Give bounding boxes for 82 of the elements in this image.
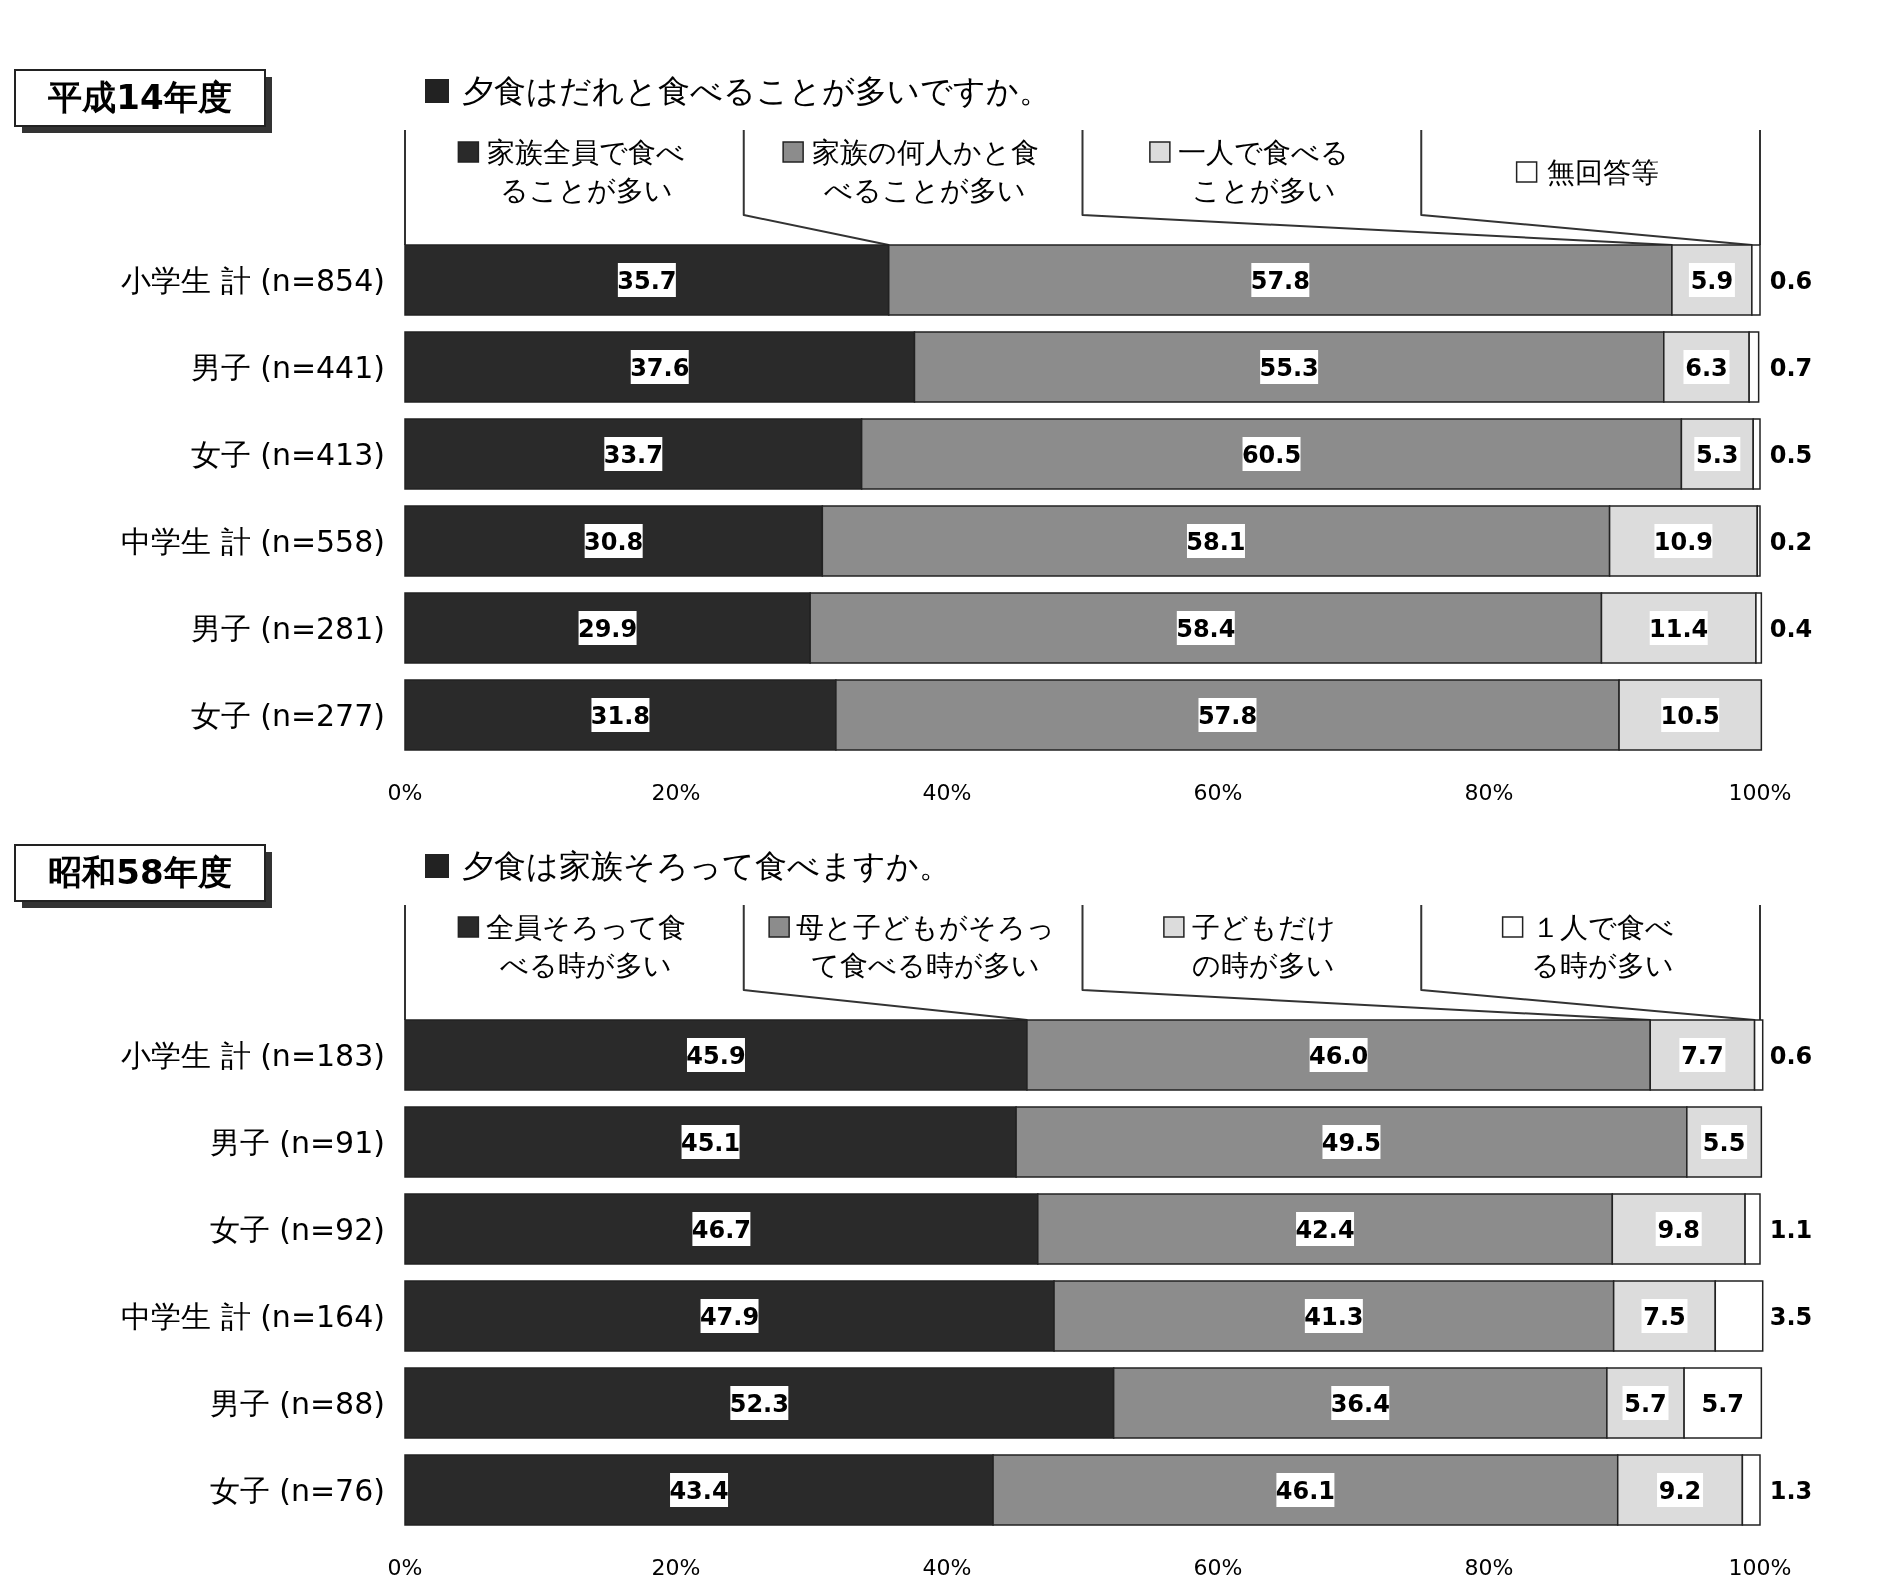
x-tick-label: 0% bbox=[387, 780, 423, 805]
legend-label: １人で食べる時が多い bbox=[1531, 911, 1675, 982]
y-tick-label: 女子 (n=92) bbox=[209, 1212, 385, 1247]
data-label: 0.6 bbox=[1769, 267, 1813, 295]
chart-subtitle: 夕食は家族そろって食べますか。 bbox=[462, 847, 951, 885]
y-tick-label: 男子 (n=281) bbox=[190, 611, 385, 646]
legend-label: 無回答等 bbox=[1546, 156, 1659, 189]
data-label: 55.3 bbox=[1259, 354, 1319, 382]
data-label: 0.2 bbox=[1769, 528, 1813, 556]
data-label: 60.5 bbox=[1241, 441, 1302, 469]
data-label: 5.3 bbox=[1696, 441, 1739, 469]
x-tick-label: 40% bbox=[922, 780, 972, 805]
chart-title: 昭和58年度 bbox=[48, 852, 232, 892]
data-label: 5.7 bbox=[1624, 1390, 1667, 1418]
data-label: 43.4 bbox=[669, 1477, 729, 1505]
x-tick-label: 60% bbox=[1193, 780, 1243, 805]
data-label: 41.3 bbox=[1304, 1303, 1364, 1331]
y-tick-label: 女子 (n=277) bbox=[190, 698, 385, 733]
y-tick-label: 男子 (n=88) bbox=[209, 1386, 385, 1421]
data-label: 45.1 bbox=[680, 1129, 741, 1157]
y-tick-label: 中学生 計 (n=164) bbox=[121, 1299, 385, 1334]
data-label: 9.2 bbox=[1658, 1477, 1702, 1505]
data-label: 0.5 bbox=[1769, 441, 1813, 469]
data-label: 46.1 bbox=[1275, 1477, 1336, 1505]
x-tick-label: 60% bbox=[1193, 1555, 1243, 1580]
data-label: 46.7 bbox=[691, 1216, 751, 1244]
legend-label: 家族全員で食べることが多い bbox=[487, 136, 686, 207]
data-label: 5.5 bbox=[1702, 1129, 1746, 1157]
data-label: 36.4 bbox=[1330, 1390, 1390, 1418]
data-label: 0.6 bbox=[1769, 1042, 1813, 1070]
y-tick-label: 小学生 計 (n=183) bbox=[121, 1038, 385, 1073]
y-tick-label: 小学生 計 (n=854) bbox=[121, 263, 385, 298]
data-label: 9.8 bbox=[1657, 1216, 1700, 1244]
data-label: 3.5 bbox=[1769, 1303, 1813, 1331]
data-label: 57.8 bbox=[1197, 702, 1258, 730]
x-tick-label: 80% bbox=[1464, 1555, 1514, 1580]
data-label: 11.4 bbox=[1649, 615, 1709, 643]
legend-label: 子どもだけの時が多い bbox=[1191, 911, 1336, 982]
x-tick-label: 20% bbox=[651, 1555, 701, 1580]
data-label: 35.7 bbox=[617, 267, 677, 295]
data-label: 6.3 bbox=[1685, 354, 1728, 382]
y-tick-label: 中学生 計 (n=558) bbox=[121, 524, 385, 559]
data-label: 5.9 bbox=[1690, 267, 1734, 295]
data-label: 0.7 bbox=[1769, 354, 1813, 382]
data-label: 58.4 bbox=[1176, 615, 1236, 643]
data-label: 52.3 bbox=[729, 1390, 789, 1418]
x-tick-label: 40% bbox=[922, 1555, 972, 1580]
data-label: 45.9 bbox=[686, 1042, 746, 1070]
data-label: 7.7 bbox=[1681, 1042, 1724, 1070]
data-label: 29.9 bbox=[577, 615, 638, 643]
data-label: 31.8 bbox=[590, 702, 651, 730]
data-label: 0.4 bbox=[1769, 615, 1813, 643]
x-tick-label: 100% bbox=[1728, 780, 1792, 805]
data-label: 47.9 bbox=[699, 1303, 760, 1331]
y-tick-label: 男子 (n=91) bbox=[209, 1125, 385, 1160]
data-label: 7.5 bbox=[1643, 1303, 1686, 1331]
y-tick-label: 女子 (n=76) bbox=[209, 1473, 385, 1508]
x-tick-label: 20% bbox=[651, 780, 701, 805]
x-tick-label: 100% bbox=[1728, 1555, 1792, 1580]
data-label: 33.7 bbox=[603, 441, 663, 469]
legend-label: 母と子どもがそろって食べる時が多い bbox=[795, 911, 1055, 982]
legend-label: 家族の何人かと食べることが多い bbox=[811, 136, 1039, 207]
chart-subtitle: 夕食はだれと食べることが多いですか。 bbox=[462, 72, 1051, 110]
y-tick-label: 女子 (n=413) bbox=[190, 437, 385, 472]
data-label: 37.6 bbox=[630, 354, 690, 382]
legend-label: 全員そろって食べる時が多い bbox=[486, 911, 687, 982]
data-label: 30.8 bbox=[584, 528, 644, 556]
data-label: 42.4 bbox=[1295, 1216, 1355, 1244]
data-label: 5.7 bbox=[1701, 1390, 1744, 1418]
y-tick-label: 男子 (n=441) bbox=[190, 350, 385, 385]
data-label: 46.0 bbox=[1308, 1042, 1369, 1070]
data-label: 10.9 bbox=[1653, 528, 1714, 556]
data-label: 58.1 bbox=[1186, 528, 1246, 556]
x-tick-label: 80% bbox=[1464, 780, 1514, 805]
data-label: 57.8 bbox=[1250, 267, 1310, 295]
x-tick-label: 0% bbox=[387, 1555, 423, 1580]
data-label: 49.5 bbox=[1321, 1129, 1382, 1157]
chart-title: 平成14年度 bbox=[47, 77, 232, 117]
data-label: 1.3 bbox=[1769, 1477, 1813, 1505]
data-label: 10.5 bbox=[1660, 702, 1720, 730]
legend-label: 一人で食べることが多い bbox=[1178, 136, 1350, 207]
data-label: 1.1 bbox=[1769, 1216, 1813, 1244]
